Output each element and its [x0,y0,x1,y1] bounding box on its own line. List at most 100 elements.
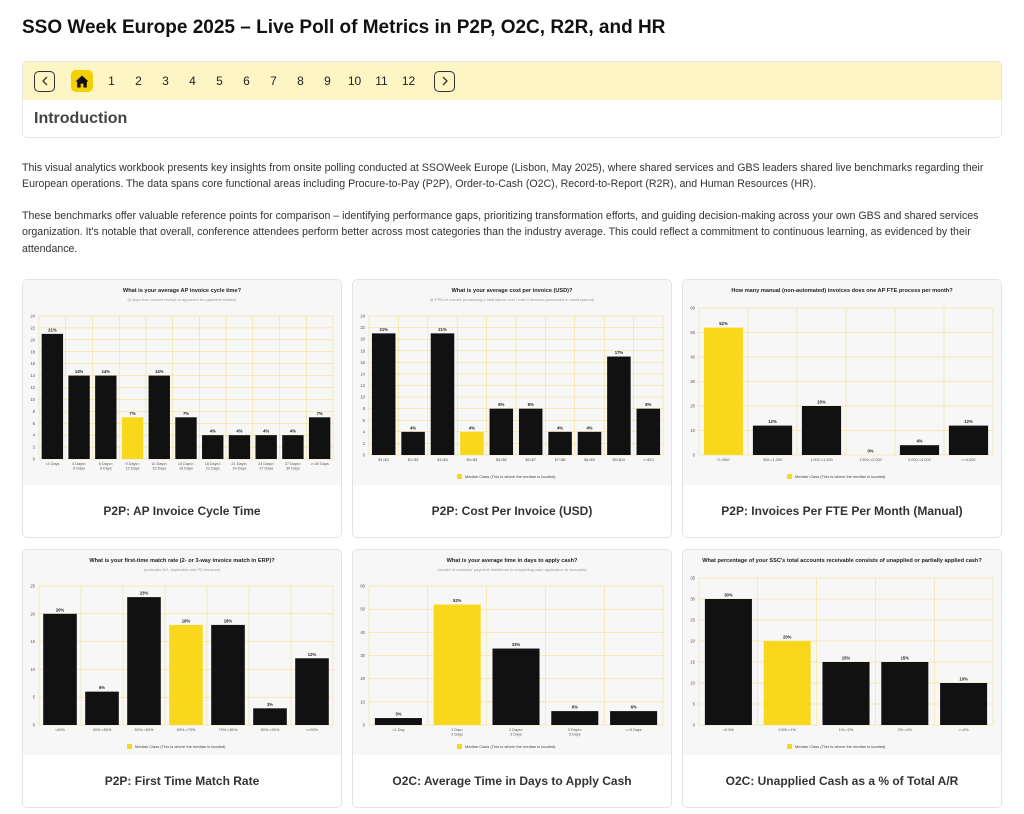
data-label-1: 14% [75,369,84,374]
y-tick-label: 15 [690,660,695,665]
bar-4 [940,683,988,725]
bar-0 [43,613,77,725]
chart-card-days-to-apply-cash[interactable]: What is your average time in days to app… [352,549,672,808]
y-tick-label: 30 [690,379,695,384]
chart-title: What percentage of your SSC's total acco… [702,558,982,564]
bar-6 [202,435,224,459]
bar-4 [211,624,245,725]
bar-3 [121,417,144,459]
data-label-3: 6% [572,705,578,710]
y-tick-label: 6 [363,418,366,423]
y-tick-label: 30 [360,653,365,658]
next-page-button[interactable] [434,70,455,92]
data-label-1: 4% [410,425,416,430]
data-label-9: 4% [290,429,296,434]
y-tick-label: 24 [360,314,365,319]
x-tick-label-7: 24 Days [232,467,246,471]
bar-2 [127,597,161,725]
page-link-9[interactable]: 9 [324,74,331,88]
y-tick-label: 14 [360,371,365,376]
page-link-12[interactable]: 12 [401,74,416,88]
bar-2 [492,648,540,725]
bar-3 [169,624,203,725]
x-tick-label-0: $1<$2 [378,458,389,462]
y-tick-label: 2 [33,445,36,450]
legend-label: Median Class (This is where the median i… [465,474,556,479]
legend-swatch [457,744,462,749]
page-link-3[interactable]: 3 [162,74,169,88]
data-label-0: 21% [48,327,57,332]
x-tick-label-3: 5 Days [569,733,581,737]
chart-card-cost-per-invoice[interactable]: What is your average cost per invoice (U… [352,279,672,538]
page-link-1[interactable]: 1 [108,74,115,88]
y-tick-label: 12 [30,385,35,390]
chart-first-time-match-rate: What is your first-time match rate (2- o… [23,550,341,755]
y-tick-label: 20 [30,337,35,342]
page-link-11[interactable]: 11 [375,74,388,88]
data-label-7: 4% [236,429,242,434]
chart-title: What is your first-time match rate (2- o… [89,558,275,564]
x-tick-label-2: 1%-<2% [839,728,854,732]
previous-page-button[interactable] [34,70,55,92]
bar-0 [704,599,752,725]
page-link-2[interactable]: 2 [135,74,142,88]
y-tick-label: 18 [360,348,365,353]
page-link-8[interactable]: 8 [297,74,304,88]
x-tick-label-5: 80%-<90% [261,728,280,732]
page-link-7[interactable]: 7 [270,74,277,88]
data-label-1: 12% [768,419,777,424]
data-label-7: 4% [586,425,592,430]
page-number-list: 1 2 3 4 5 6 7 8 9 10 11 12 [98,74,422,88]
y-tick-label: 18 [30,349,35,354]
bar-1 [763,641,811,725]
bar-5 [253,708,287,725]
y-tick-label: 10 [30,397,35,402]
y-tick-label: 14 [30,373,35,378]
x-tick-label-2: 2 Days< [509,728,524,732]
legend-label: Median Class (This is where the median i… [135,744,226,749]
data-label-2: 21% [438,327,447,332]
legend-swatch [457,474,462,479]
page-link-6[interactable]: 6 [243,74,250,88]
page-link-5[interactable]: 5 [216,74,223,88]
y-tick-label: 6 [33,421,36,426]
bar-10 [308,417,331,459]
chart-subtitle: (receipt of customer payment remittance … [437,567,587,572]
page-link-4[interactable]: 4 [189,74,196,88]
data-label-6: 4% [210,429,216,434]
chart-title: How many manual (non-automated) invoices… [731,288,953,294]
data-label-5: 8% [528,402,534,407]
bar-0 [703,327,744,455]
y-tick-label: 30 [690,597,695,602]
y-tick-label: 4 [33,433,36,438]
y-tick-label: 16 [30,361,35,366]
y-tick-label: 0 [693,723,696,728]
x-tick-label-3: 3 Days< [568,728,583,732]
x-tick-label-10: >=30 Days [310,462,328,466]
x-tick-label-1: 2 Days [451,733,463,737]
card-title: P2P: Cost Per Invoice (USD) [431,504,593,518]
data-label-4: 6% [631,705,637,710]
x-tick-label-9: 30 Days [286,467,300,471]
legend-swatch [787,474,792,479]
bar-6 [295,658,329,725]
card-title: P2P: Invoices Per FTE Per Month (Manual) [721,504,963,518]
y-tick-label: 5 [693,702,696,707]
bar-5 [948,425,989,455]
legend-label: Median Class (This is where the median i… [795,744,886,749]
chart-card-invoices-per-fte[interactable]: How many manual (non-automated) invoices… [682,279,1002,538]
y-tick-label: 10 [690,428,695,433]
chart-card-unapplied-cash[interactable]: What percentage of your SSC's total acco… [682,549,1002,808]
y-tick-label: 22 [30,325,35,330]
data-label-3: 15% [901,656,910,661]
bar-5 [175,417,197,459]
y-tick-label: 20 [360,676,365,681]
chart-cost-per-invoice: What is your average cost per invoice (U… [353,280,671,485]
data-label-5: 7% [183,411,189,416]
x-tick-label-4: 15 Days [152,467,166,471]
chart-card-ap-invoice-cycle-time[interactable]: What is your average AP invoice cycle ti… [22,279,342,538]
data-label-2: 14% [102,369,111,374]
chart-card-first-time-match-rate[interactable]: What is your first-time match rate (2- o… [22,549,342,808]
home-button[interactable] [71,70,93,92]
page-link-10[interactable]: 10 [347,74,362,88]
